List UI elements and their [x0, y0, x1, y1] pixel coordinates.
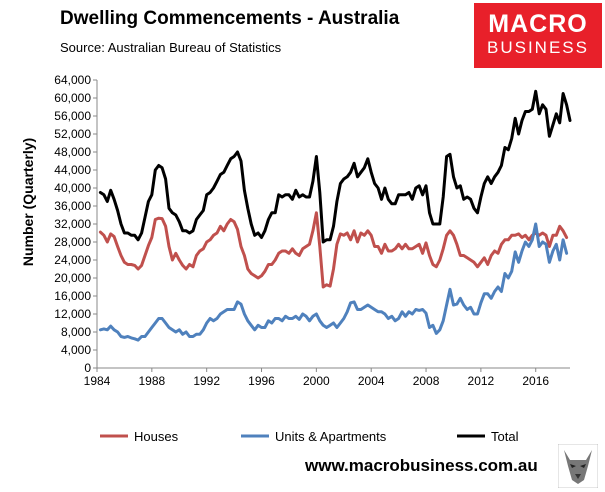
x-tick-label: 1988	[138, 374, 165, 388]
chart-source: Source: Australian Bureau of Statistics	[60, 40, 282, 55]
x-tick-label: 1992	[193, 374, 220, 388]
y-tick-label: 32,000	[54, 217, 91, 231]
y-tick-label: 36,000	[54, 199, 91, 213]
series-houses-line	[98, 211, 569, 289]
y-tick-label: 56,000	[54, 109, 91, 123]
x-tick-label: 2000	[303, 374, 330, 388]
legend-units-apartments-label: Units & Apartments	[275, 429, 387, 444]
y-tick-label: 0	[84, 361, 91, 375]
wolf-logo-icon	[558, 444, 598, 488]
chart-series	[98, 89, 572, 342]
macrobusiness-logo: MACRO BUSINESS	[474, 3, 602, 68]
footer-url: www.macrobusiness.com.au	[305, 456, 538, 475]
x-tick-label: 2008	[413, 374, 440, 388]
x-tick-label: 2004	[358, 374, 385, 388]
logo-line-2: BUSINESS	[487, 38, 589, 57]
y-axis-label: Number (Quarterly)	[20, 138, 36, 266]
chart-legend: Houses Units & Apartments Total	[100, 429, 519, 444]
series-units-apartments-line	[98, 222, 569, 342]
x-tick-label: 1996	[248, 374, 275, 388]
x-tick-label: 2016	[522, 374, 549, 388]
y-tick-label: 40,000	[54, 181, 91, 195]
y-tick-label: 12,000	[54, 307, 91, 321]
y-tick-label: 16,000	[54, 289, 91, 303]
chart-title: Dwelling Commencements - Australia	[60, 8, 400, 29]
y-tick-label: 28,000	[54, 235, 91, 249]
y-tick-label: 64,000	[54, 73, 91, 87]
y-tick-label: 24,000	[54, 253, 91, 267]
logo-line-1: MACRO	[488, 10, 588, 38]
series-total-line	[98, 89, 572, 244]
y-tick-label: 48,000	[54, 145, 91, 159]
x-tick-label: 1984	[84, 374, 111, 388]
y-tick-label: 52,000	[54, 127, 91, 141]
legend-houses-label: Houses	[134, 429, 179, 444]
y-tick-label: 20,000	[54, 271, 91, 285]
x-tick-label: 2012	[468, 374, 495, 388]
chart-axes: 0 4,000 8,000 12,000 16,000 20,000 24,000 28,00…	[54, 73, 570, 388]
y-tick-label: 4,000	[61, 343, 91, 357]
y-tick-label: 44,000	[54, 163, 91, 177]
legend-total-label: Total	[491, 429, 519, 444]
y-tick-label: 8,000	[61, 325, 91, 339]
y-tick-label: 60,000	[54, 91, 91, 105]
